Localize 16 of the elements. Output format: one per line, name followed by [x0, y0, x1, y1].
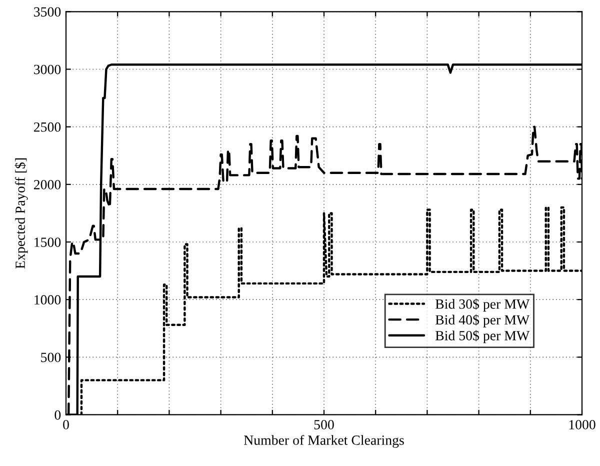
y-axis-title: Expected Payoff [$]	[14, 158, 28, 269]
y-tick-label: 3500	[34, 7, 61, 17]
y-tick-label: 2000	[34, 180, 61, 190]
legend-label: Bid 50$ per MW	[435, 330, 530, 344]
x-tick-label: 0	[63, 420, 69, 430]
y-tick-label: 1500	[34, 238, 61, 247]
legend-label: Bid 30$ per MW	[435, 298, 530, 312]
x-tick-label: 500	[314, 420, 334, 430]
x-axis-title: Number of Market Clearings	[244, 434, 404, 448]
y-tick-label: 3000	[34, 64, 61, 74]
y-tick-label: 1000	[34, 295, 61, 305]
legend-label: Bid 40$ per MW	[435, 314, 530, 328]
y-tick-label: 500	[41, 352, 61, 362]
y-tick-label: 2500	[34, 122, 61, 132]
x-tick-label: 1000	[569, 420, 596, 430]
y-tick-label: 0	[54, 410, 61, 420]
